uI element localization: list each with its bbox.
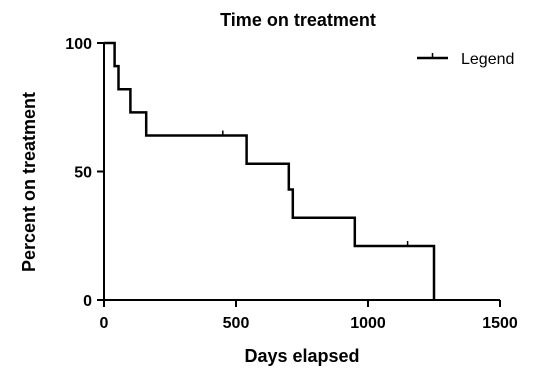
- chart-title: Time on treatment: [220, 10, 376, 30]
- y-tick-label: 100: [65, 36, 92, 53]
- survival-step-line: [104, 41, 436, 300]
- plot-area: [104, 41, 436, 300]
- legend-label: Legend: [461, 51, 514, 68]
- y-tick-label: 50: [74, 165, 92, 182]
- x-tick-label: 1500: [482, 315, 518, 332]
- x-tick-label: 1000: [350, 315, 386, 332]
- legend: Legend: [417, 51, 514, 68]
- y-tick-label: 0: [83, 293, 92, 310]
- x-tick-label: 0: [100, 315, 109, 332]
- y-axis-label: Percent on treatment: [19, 92, 39, 272]
- x-tick-label: 500: [223, 315, 250, 332]
- x-axis-label: Days elapsed: [244, 346, 359, 366]
